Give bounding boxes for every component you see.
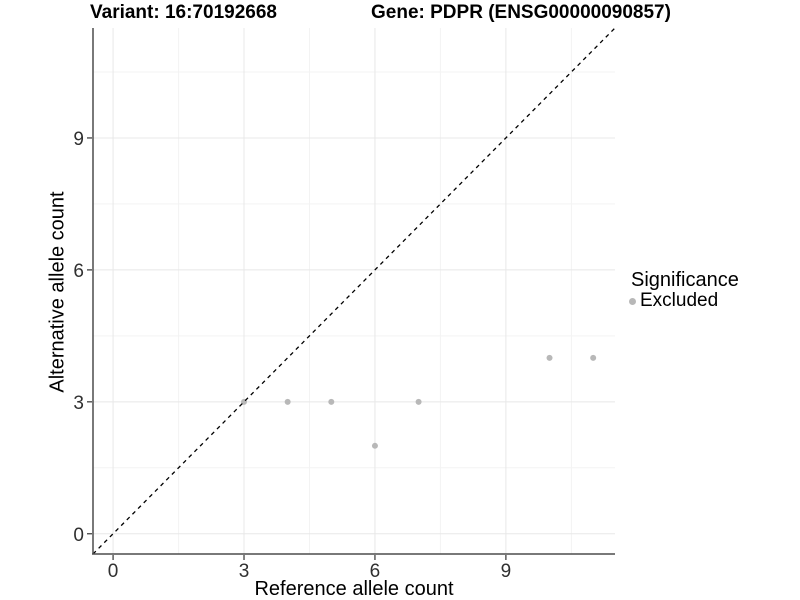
y-tick-label: 9	[73, 129, 84, 150]
data-point	[371, 442, 378, 449]
data-point	[328, 398, 335, 405]
x-tick-label: 3	[239, 561, 250, 582]
legend-entry-label: Excluded	[640, 290, 719, 311]
plot-title-gene: Gene: PDPR (ENSG00000090857)	[371, 2, 671, 23]
y-tick-label: 0	[73, 525, 84, 546]
legend-title: Significance	[631, 269, 739, 291]
x-tick-label: 6	[370, 561, 381, 582]
legend-entry-excluded: Excluded	[629, 291, 739, 311]
y-axis-title: Alternative allele count	[46, 191, 69, 393]
data-point	[284, 398, 291, 405]
y-tick-label: 3	[73, 393, 84, 414]
identity-reference-line	[92, 27, 616, 555]
legend-point-icon	[629, 297, 636, 305]
x-tick-label: 0	[108, 561, 119, 582]
data-point	[546, 354, 553, 361]
plot-title-variant: Variant: 16:70192668	[90, 2, 277, 23]
y-tick-label: 6	[73, 261, 84, 282]
data-point	[590, 354, 597, 361]
x-tick-label: 9	[501, 561, 512, 582]
legend: Significance Excluded	[629, 269, 739, 311]
x-axis-title: Reference allele count	[254, 578, 454, 600]
data-point	[415, 398, 422, 405]
